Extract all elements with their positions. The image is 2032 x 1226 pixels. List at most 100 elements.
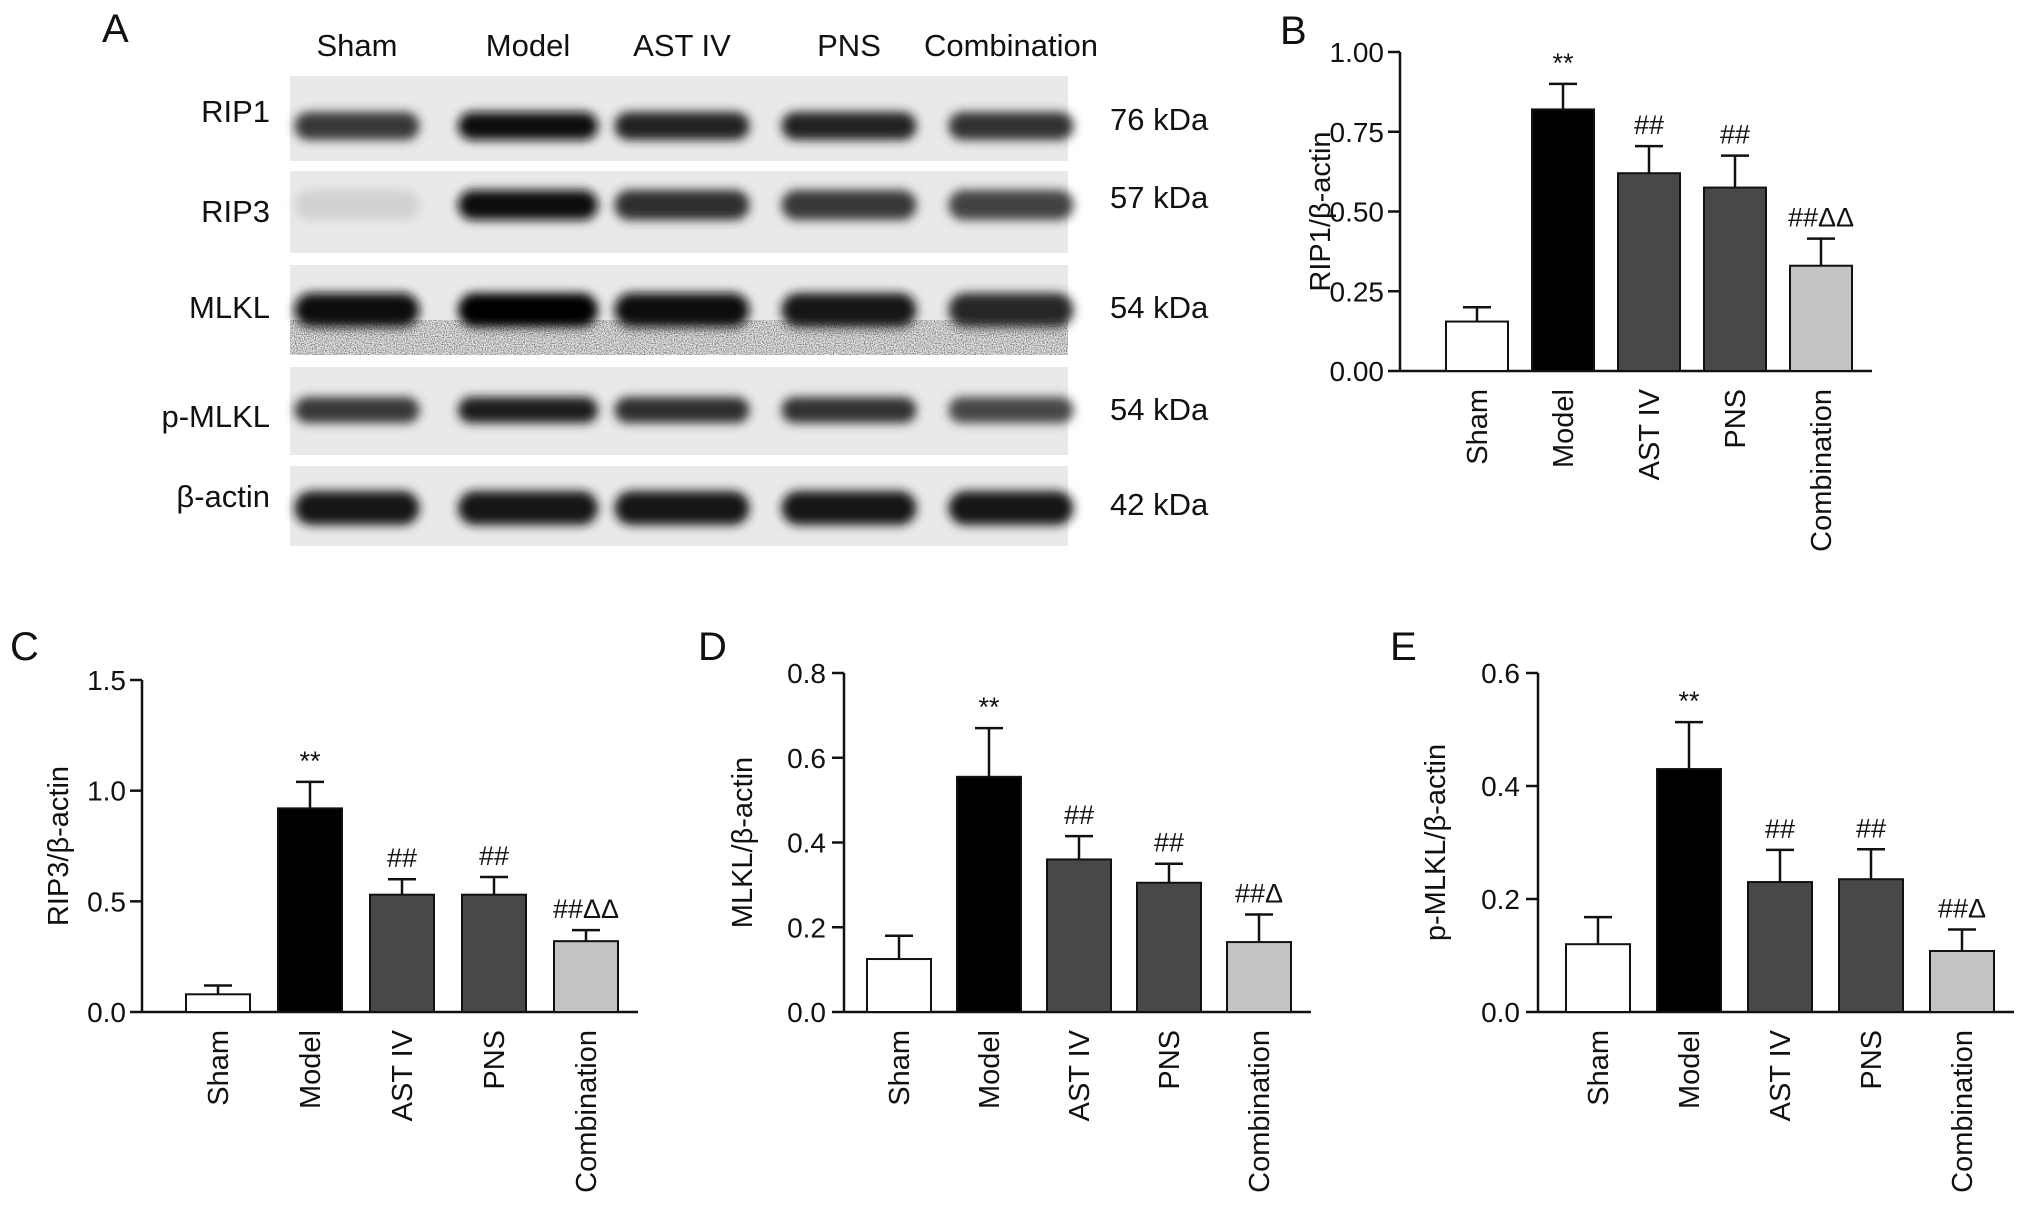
x-tick-label-pns: PNS <box>1720 389 1752 449</box>
blot-kda-label: 57 kDa <box>1110 180 1209 215</box>
blot-band <box>458 190 598 220</box>
y-tick-label: 0.50 <box>1330 197 1385 228</box>
panel-label-e: E <box>1390 625 1417 669</box>
x-tick-label-combination: Combination <box>1806 389 1838 552</box>
bar-sham <box>1445 320 1509 372</box>
significance-label: ## <box>1765 814 1795 844</box>
blot-lane-labels: Sham Model AST IV PNS Combination <box>317 28 1099 63</box>
bar-combination <box>1929 949 1995 1013</box>
bar-ast-iv <box>1617 172 1681 372</box>
x-tick-label-model: Model <box>974 1030 1006 1109</box>
bar-pns <box>1136 881 1202 1013</box>
blot-band <box>781 112 917 140</box>
bar-combination <box>1226 941 1292 1013</box>
bar-model <box>1656 768 1722 1013</box>
x-tick-label-ast-iv: AST IV <box>1765 1029 1797 1121</box>
bar-model <box>1531 108 1595 372</box>
blot-lane-label-ast-iv: AST IV <box>633 28 731 63</box>
blot-band <box>948 112 1074 140</box>
blot-protein-label: p-MLKL <box>161 399 270 434</box>
blot-row-mlkl: MLKL 54 kDa <box>189 265 1209 355</box>
y-tick-label: 0.2 <box>1481 884 1520 915</box>
blot-band <box>458 397 598 423</box>
significance-label: ## <box>1856 813 1886 843</box>
x-tick-label-pns: PNS <box>1856 1030 1888 1090</box>
y-axis-label: RIP3/β-actin <box>43 766 75 926</box>
x-tick-label-combination: Combination <box>1947 1030 1979 1193</box>
chart-b: 0.00 0.25 0.50 0.75 1.00 RIP1/β-actin Sham ** Mo… <box>1305 37 1872 552</box>
blot-band <box>458 293 598 327</box>
y-tick-label: 0.25 <box>1330 276 1385 307</box>
bar-pns <box>461 893 527 1014</box>
x-tick-label-combination: Combination <box>571 1030 603 1193</box>
significance-label: ## <box>1720 120 1750 150</box>
blot-panel: A Sham Model AST IV PNS Combination RIP1 76 k… <box>102 7 1209 546</box>
bar-combination <box>553 940 619 1014</box>
bar-ast-iv <box>369 893 435 1014</box>
blot-lane-label-sham: Sham <box>317 28 398 63</box>
blot-band <box>781 293 917 327</box>
x-tick-label-sham: Sham <box>884 1030 916 1106</box>
blot-band <box>294 112 420 140</box>
y-tick-label: 0.0 <box>787 997 826 1028</box>
significance-label: ## <box>387 843 417 873</box>
blot-band <box>948 397 1074 423</box>
bar-ast-iv <box>1747 881 1813 1013</box>
blot-protein-label: β-actin <box>176 479 270 514</box>
blot-band <box>614 293 750 327</box>
x-tick-label-pns: PNS <box>479 1030 511 1090</box>
bar-model <box>956 775 1022 1013</box>
bar-model <box>277 807 343 1014</box>
blot-band <box>781 190 917 220</box>
x-tick-label-sham: Sham <box>1462 389 1494 465</box>
x-tick-label-combination: Combination <box>1244 1030 1276 1193</box>
panel-label-c: C <box>10 625 39 669</box>
blot-band <box>614 190 750 220</box>
blot-protein-label: RIP1 <box>201 94 270 129</box>
y-tick-label: 0.4 <box>787 828 826 859</box>
significance-label: ** <box>1552 48 1574 78</box>
blot-kda-label: 42 kDa <box>1110 487 1209 522</box>
significance-label: ## <box>1154 828 1184 858</box>
significance-label: ##Δ <box>1938 894 1986 924</box>
blot-band <box>948 190 1074 220</box>
bar-pns <box>1838 878 1904 1013</box>
blot-band <box>294 397 420 423</box>
chart-c: 0.0 0.5 1.0 1.5 RIP3/β-actin Sham ** Model ## AST… <box>43 665 638 1193</box>
blot-row-rip1: RIP1 76 kDa <box>201 76 1209 161</box>
blot-kda-label: 54 kDa <box>1110 290 1209 325</box>
bar-ast-iv <box>1046 858 1112 1014</box>
panel-label-d: D <box>698 625 727 669</box>
y-axis-label: MLKL/β-actin <box>727 757 759 928</box>
significance-label: ## <box>1064 800 1094 830</box>
chart-e: 0.0 0.2 0.4 0.6 p-MLKL/β-actin Sham ** Model ## A… <box>1420 658 2014 1193</box>
blot-band <box>948 293 1074 327</box>
y-tick-label: 1.00 <box>1330 37 1385 68</box>
x-tick-label-sham: Sham <box>1583 1030 1615 1106</box>
panel-label-b: B <box>1280 9 1307 53</box>
blot-band <box>294 190 420 220</box>
blot-band <box>458 112 598 140</box>
significance-label: ##ΔΔ <box>1788 203 1854 233</box>
x-tick-label-model: Model <box>1674 1030 1706 1109</box>
significance-label: ##Δ <box>1235 879 1283 909</box>
y-axis-label: RIP1/β-actin <box>1305 131 1337 291</box>
x-tick-label-model: Model <box>1548 389 1580 468</box>
significance-label: ** <box>299 746 321 776</box>
blot-lane-label-pns: PNS <box>817 28 881 63</box>
bar-sham <box>866 958 932 1013</box>
y-tick-label: 0.00 <box>1330 356 1385 387</box>
blot-protein-label: RIP3 <box>201 194 270 229</box>
blot-band <box>294 491 420 525</box>
y-tick-label: 1.5 <box>87 665 126 696</box>
panel-label-a: A <box>102 7 129 51</box>
y-axis-label: p-MLKL/β-actin <box>1420 744 1452 941</box>
x-tick-label-ast-iv: AST IV <box>387 1029 419 1121</box>
x-tick-label-pns: PNS <box>1154 1030 1186 1090</box>
x-tick-label-model: Model <box>295 1030 327 1109</box>
significance-label: ##ΔΔ <box>553 894 619 924</box>
x-tick-label-ast-iv: AST IV <box>1634 388 1666 480</box>
blot-kda-label: 54 kDa <box>1110 392 1209 427</box>
significance-label: ** <box>978 692 1000 722</box>
x-tick-label-sham: Sham <box>203 1030 235 1106</box>
